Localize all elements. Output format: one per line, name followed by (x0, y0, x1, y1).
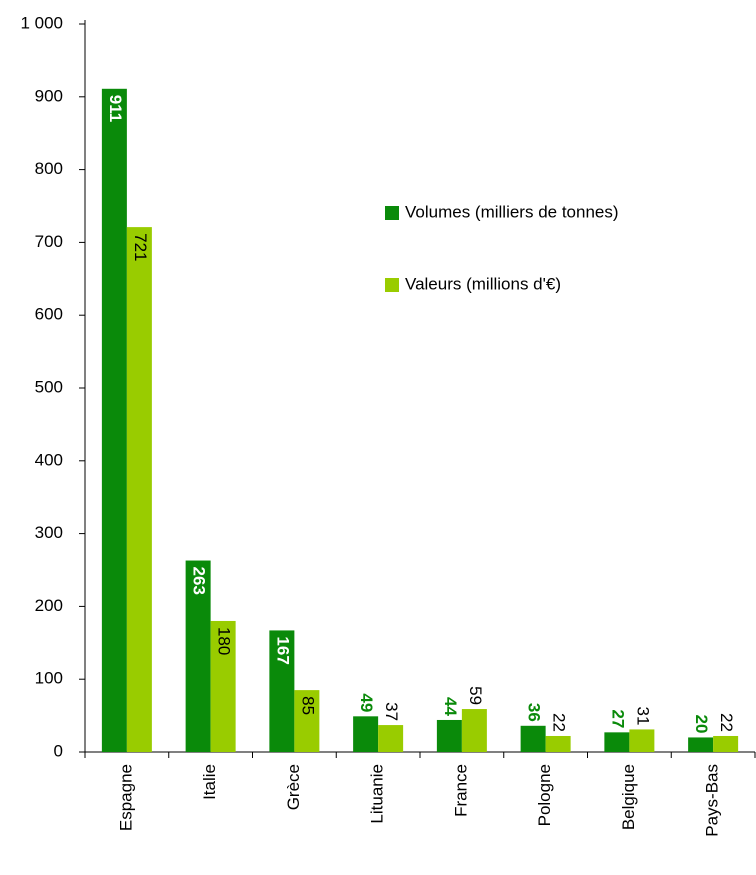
y-tick-label: 700 (35, 232, 63, 251)
data-label: 27 (608, 709, 627, 728)
data-label: 721 (131, 233, 150, 261)
data-label: 263 (190, 567, 209, 595)
data-label: 44 (441, 697, 460, 716)
bar (353, 716, 379, 752)
x-tick-label: Pologne (535, 764, 554, 826)
y-tick-label: 100 (35, 669, 63, 688)
bar (629, 729, 655, 752)
bar (713, 735, 739, 752)
bar (436, 719, 462, 752)
x-tick-label: Lituanie (368, 764, 387, 824)
legend-swatch (385, 278, 399, 292)
data-label: 180 (215, 627, 234, 655)
legend-label: Volumes (milliers de tonnes) (405, 202, 619, 221)
x-tick-label: France (451, 764, 470, 817)
data-label: 59 (466, 686, 485, 705)
data-label: 20 (692, 715, 711, 734)
bar (520, 725, 546, 752)
x-tick-label: Belgique (619, 764, 638, 830)
data-label: 911 (106, 95, 125, 122)
bar (378, 725, 404, 752)
data-label: 49 (357, 693, 376, 712)
bar (461, 709, 487, 752)
bar (210, 620, 236, 752)
x-tick-label: Pays-Bas (703, 764, 722, 837)
bar (269, 630, 295, 752)
bar (688, 737, 714, 752)
y-tick-label: 200 (35, 596, 63, 615)
x-tick-label: Italie (200, 764, 219, 800)
data-label: 167 (273, 636, 292, 664)
y-tick-label: 400 (35, 450, 63, 469)
x-tick-label: Grèce (284, 764, 303, 810)
data-label: 31 (633, 707, 652, 726)
y-tick-label: 900 (35, 86, 63, 105)
y-tick-label: 500 (35, 377, 63, 396)
x-tick-label: Espagne (116, 764, 135, 831)
y-tick-label: 1 000 (20, 13, 63, 32)
y-tick-label: 300 (35, 523, 63, 542)
y-tick-label: 600 (35, 305, 63, 324)
bar (604, 732, 630, 752)
bar (294, 690, 320, 752)
data-label: 22 (550, 713, 569, 732)
bar (185, 560, 211, 752)
y-tick-label: 800 (35, 159, 63, 178)
legend-swatch (385, 206, 399, 220)
y-tick-label: 0 (54, 741, 63, 760)
bar (101, 88, 127, 753)
bar (126, 227, 152, 752)
data-label: 85 (298, 696, 317, 715)
bar (545, 735, 571, 752)
data-label: 36 (525, 703, 544, 722)
data-label: 22 (717, 713, 736, 732)
legend-label: Valeurs (millions d'€) (405, 274, 561, 293)
data-label: 37 (382, 702, 401, 721)
